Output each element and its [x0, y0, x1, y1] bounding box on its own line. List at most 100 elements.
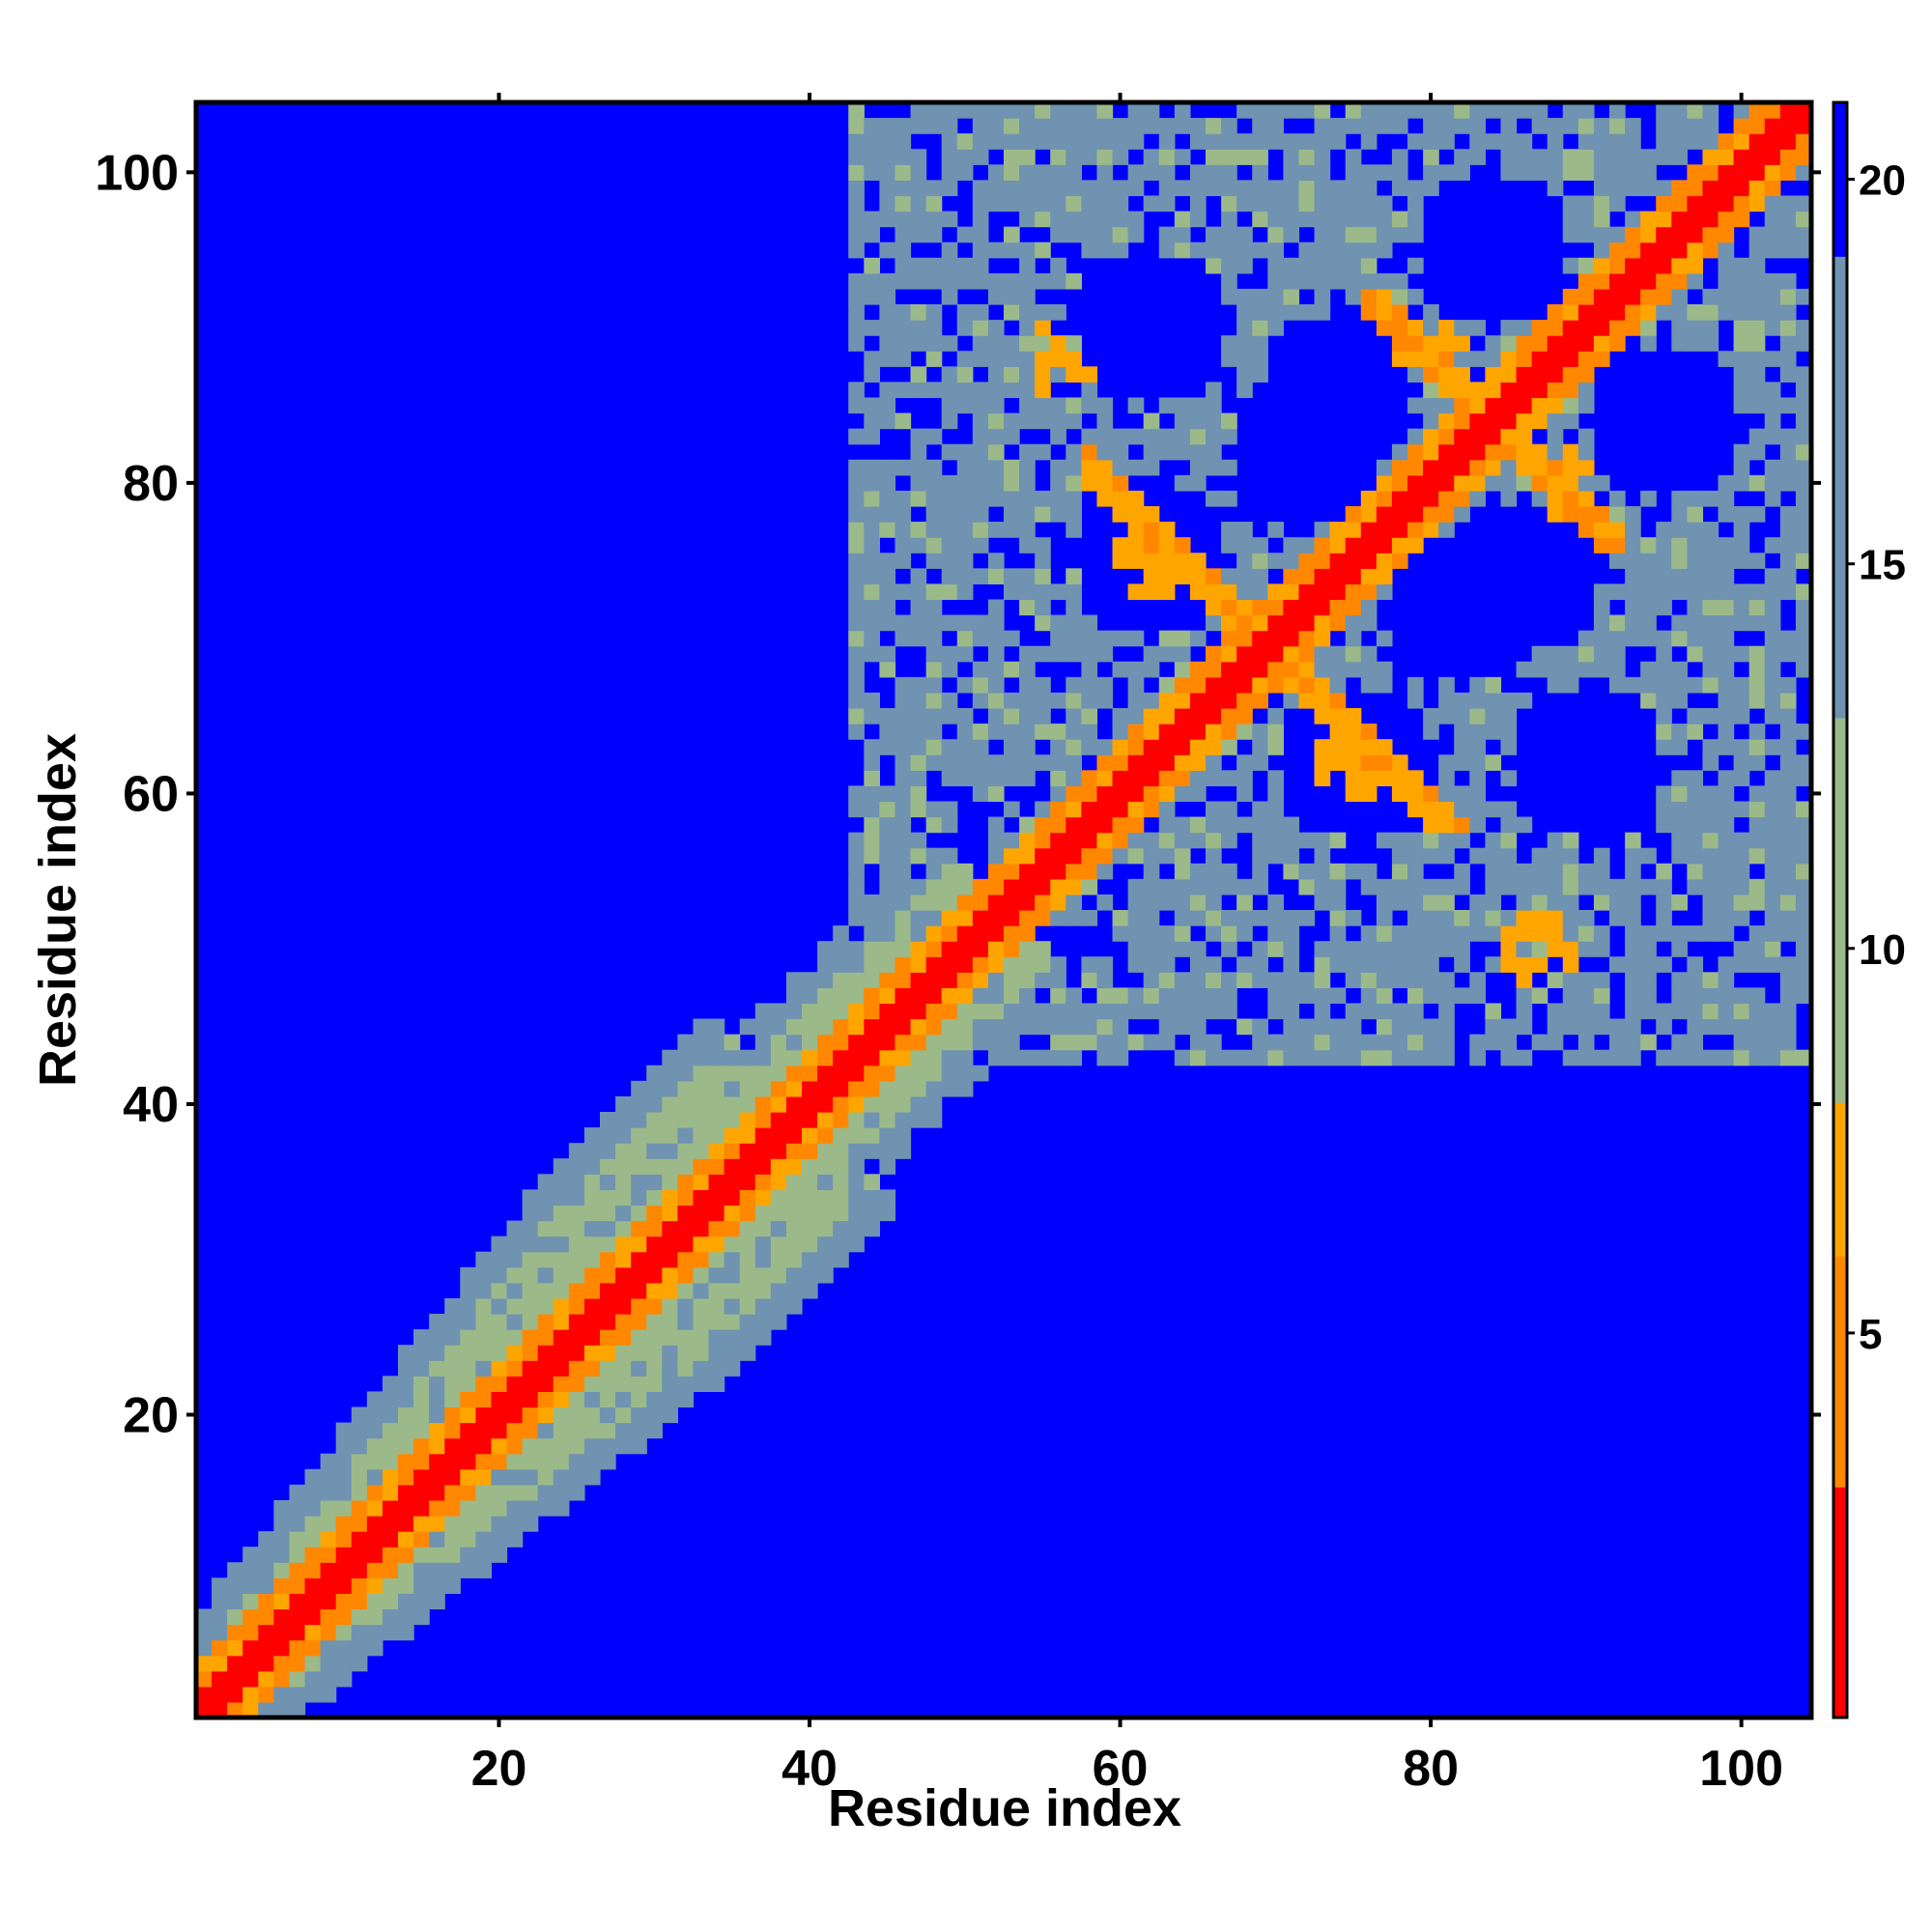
heatmap-cell	[1174, 785, 1191, 803]
heatmap-cell	[848, 1049, 865, 1066]
heatmap-cell	[1795, 149, 1812, 165]
heatmap-cell	[1547, 676, 1564, 694]
heatmap-cell	[925, 739, 943, 755]
heatmap-cell	[1423, 180, 1439, 197]
heatmap-cell	[895, 335, 912, 352]
heatmap-cell	[910, 443, 927, 461]
heatmap-cell	[987, 553, 1005, 569]
heatmap-cell	[1547, 832, 1564, 849]
heatmap-cell	[1236, 288, 1253, 305]
heatmap-cell	[1748, 226, 1766, 243]
heatmap-cell	[1687, 724, 1704, 740]
heatmap-cell	[1391, 180, 1408, 197]
heatmap-cell	[506, 1468, 524, 1486]
heatmap-cell	[895, 801, 912, 818]
colorbar-segment	[1833, 1159, 1847, 1180]
heatmap-cell	[1096, 1034, 1114, 1051]
heatmap-cell	[335, 1670, 353, 1688]
heatmap-cell	[1702, 180, 1719, 197]
heatmap-cell	[1143, 754, 1160, 771]
heatmap-cell	[879, 397, 896, 414]
heatmap-cell	[848, 553, 865, 569]
heatmap-cell	[848, 133, 865, 150]
heatmap-cell	[1345, 754, 1362, 771]
heatmap-cell	[1298, 1018, 1316, 1036]
heatmap-cell	[1795, 645, 1812, 663]
heatmap-cell	[1329, 226, 1347, 243]
heatmap-cell	[568, 1297, 585, 1315]
heatmap-cell	[848, 382, 865, 399]
heatmap-cell	[1469, 1049, 1486, 1066]
heatmap-cell	[879, 195, 896, 213]
heatmap-cell	[1779, 583, 1797, 601]
heatmap-cell	[1345, 149, 1362, 165]
heatmap-cell	[1314, 149, 1331, 165]
heatmap-cell	[1779, 801, 1797, 818]
heatmap-cell	[1004, 910, 1020, 926]
heatmap-cell	[1143, 522, 1160, 538]
heatmap-cell	[1019, 972, 1036, 988]
heatmap-cell	[1593, 1003, 1610, 1020]
heatmap-cell	[1718, 832, 1735, 849]
heatmap-cell	[754, 1297, 772, 1315]
heatmap-cell	[1252, 692, 1268, 709]
x-axis-title: Residue index	[828, 1779, 1181, 1837]
heatmap-cell	[864, 522, 880, 538]
heatmap-cell	[615, 1391, 632, 1408]
heatmap-cell	[1019, 522, 1036, 538]
heatmap-cell	[1671, 739, 1688, 755]
heatmap-cell	[1562, 288, 1579, 305]
heatmap-cell	[770, 1095, 787, 1113]
heatmap-cell	[1640, 335, 1657, 352]
heatmap-cell	[848, 272, 865, 290]
heatmap-cell	[724, 1297, 741, 1315]
heatmap-cell	[1795, 894, 1812, 911]
heatmap-cell	[258, 1686, 274, 1703]
heatmap-cell	[1035, 878, 1051, 895]
heatmap-cell	[677, 1282, 695, 1299]
heatmap-cell	[273, 1593, 291, 1610]
heatmap-cell	[785, 1095, 803, 1113]
heatmap-cell	[1206, 459, 1222, 476]
heatmap-cell	[1609, 335, 1626, 352]
heatmap-cell	[1407, 878, 1424, 895]
colorbar-tick-label: 10	[1859, 926, 1906, 974]
heatmap-cell	[491, 1251, 508, 1268]
heatmap-cell	[1096, 242, 1114, 259]
heatmap-cell	[785, 1127, 803, 1144]
heatmap-cell	[1547, 1018, 1564, 1036]
heatmap-cell	[1004, 133, 1020, 150]
heatmap-cell	[708, 1266, 725, 1284]
heatmap-cell	[817, 1095, 834, 1113]
heatmap-cell	[600, 1266, 616, 1284]
heatmap-cell	[1283, 941, 1300, 957]
heatmap-cell	[444, 1297, 461, 1315]
heatmap-cell	[972, 770, 989, 786]
heatmap-cell	[1252, 537, 1268, 554]
heatmap-cell	[1779, 118, 1797, 134]
heatmap-cell	[987, 366, 1005, 383]
heatmap-cell	[1158, 972, 1176, 988]
heatmap-cell	[335, 1655, 353, 1672]
heatmap-cell	[429, 1593, 445, 1610]
heatmap-cell	[1656, 724, 1672, 740]
heatmap-cell	[537, 1297, 554, 1315]
heatmap-cell	[1252, 288, 1268, 305]
heatmap-cell	[1035, 941, 1051, 957]
heatmap-cell	[817, 1080, 834, 1097]
heatmap-cell	[1360, 599, 1378, 616]
heatmap-cell	[460, 1499, 476, 1517]
heatmap-cell	[1748, 785, 1766, 803]
heatmap-cell	[227, 1562, 243, 1578]
heatmap-cell	[864, 801, 880, 818]
heatmap-cell	[833, 1095, 849, 1113]
heatmap-cell	[879, 506, 896, 523]
heatmap-cell	[1314, 537, 1331, 554]
heatmap-cell	[1283, 956, 1300, 973]
heatmap-cell	[972, 133, 989, 150]
heatmap-cell	[1004, 506, 1020, 523]
heatmap-cell	[956, 397, 974, 414]
heatmap-cell	[1236, 226, 1253, 243]
heatmap-cell	[1004, 412, 1020, 430]
heatmap-cell	[1748, 382, 1766, 399]
